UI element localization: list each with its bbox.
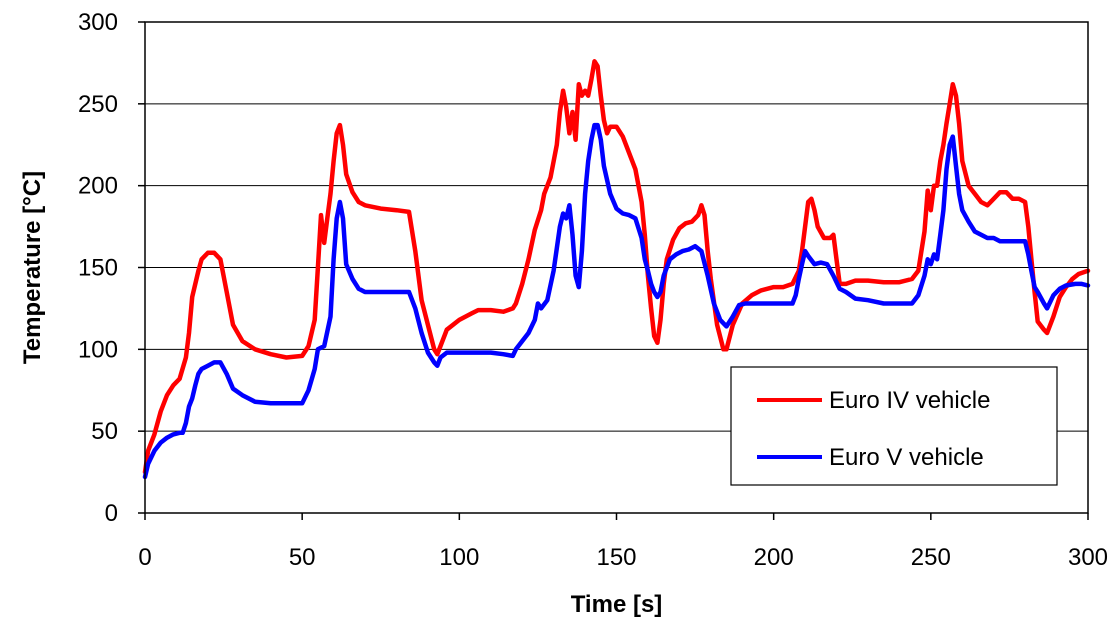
- x-axis-title: Time [s]: [571, 591, 663, 618]
- y-tick-label: 100: [78, 336, 118, 363]
- y-tick-label: 50: [91, 418, 118, 445]
- x-tick-label: 200: [754, 544, 794, 571]
- y-axis-title: Temperature [°C]: [19, 171, 46, 364]
- legend-label-euro-iv: Euro IV vehicle: [829, 387, 990, 414]
- y-tick-label: 300: [78, 9, 118, 36]
- x-tick-label: 100: [439, 544, 479, 571]
- legend: Euro IV vehicle Euro V vehicle: [731, 367, 1057, 485]
- x-tick-label: 150: [596, 544, 636, 571]
- y-tick-label: 0: [105, 500, 118, 527]
- y-tick-label: 250: [78, 91, 118, 118]
- y-tick-label: 150: [78, 255, 118, 282]
- x-tick-label: 250: [911, 544, 951, 571]
- legend-label-euro-v: Euro V vehicle: [829, 444, 984, 471]
- x-tick-label: 300: [1068, 544, 1108, 571]
- x-tick-label: 50: [289, 544, 316, 571]
- x-tick-label: 0: [138, 544, 151, 571]
- y-tick-label: 200: [78, 173, 118, 200]
